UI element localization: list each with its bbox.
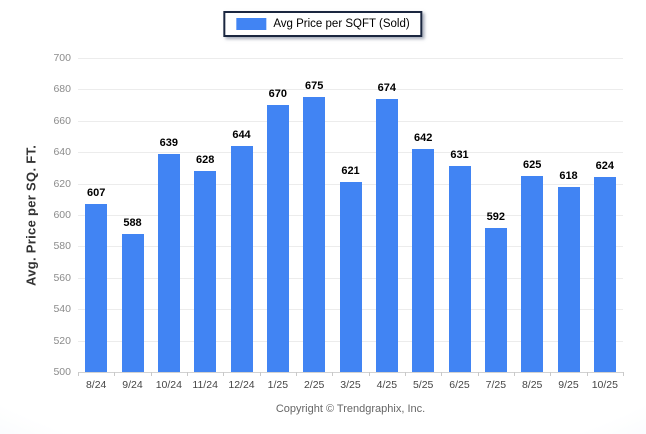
bar-value-label: 674 <box>377 81 397 94</box>
bar-value-label: 628 <box>195 154 215 167</box>
bar-value-label: 624 <box>595 160 615 173</box>
bar-value-label: 642 <box>413 132 433 145</box>
bar-value-label: 644 <box>232 128 251 141</box>
x-tick <box>586 372 588 376</box>
bar <box>121 233 144 372</box>
bar <box>448 166 471 372</box>
bar-value-label: 675 <box>304 80 324 93</box>
x-tick <box>623 372 624 376</box>
x-tick-label: 10/24 <box>155 379 182 391</box>
x-tick-label: 1/25 <box>267 379 289 391</box>
x-tick-label: 5/25 <box>412 379 434 391</box>
x-tick <box>150 372 152 376</box>
x-tick <box>78 372 79 376</box>
x-tick-label: 7/25 <box>485 379 507 391</box>
plot-area: 500 520 540 560 580 600 620 640 660 680 700 607 8/24… <box>53 52 624 391</box>
bar <box>230 145 253 372</box>
x-tick-label: 3/25 <box>340 379 361 391</box>
bar <box>339 182 362 372</box>
bar <box>484 227 507 372</box>
x-tick-label: 9/25 <box>558 379 579 391</box>
copyright-text: Copyright © Trendgraphix, Inc. <box>275 403 426 415</box>
x-tick <box>477 372 479 376</box>
bar-value-label: 670 <box>268 88 288 101</box>
x-tick-label: 9/24 <box>122 379 143 391</box>
legend-label: Avg Price per SQFT (Sold) <box>273 18 410 30</box>
y-tick-label: 560 <box>53 271 71 284</box>
gridline <box>78 58 623 59</box>
y-tick-label: 540 <box>53 303 71 316</box>
gridline <box>78 89 623 91</box>
y-tick-label: 620 <box>53 177 71 190</box>
y-tick-label: 580 <box>53 240 71 253</box>
y-tick-label: 700 <box>53 52 71 64</box>
legend-swatch <box>236 18 267 30</box>
x-tick-label: 8/25 <box>521 379 543 391</box>
bar-value-label: 607 <box>86 187 106 199</box>
bar <box>557 186 580 372</box>
x-tick <box>332 372 334 376</box>
bar-value-label: 621 <box>341 165 360 178</box>
x-tick-label: 12/24 <box>228 379 255 391</box>
x-tick <box>405 372 406 376</box>
y-tick-label: 500 <box>53 366 71 378</box>
x-tick <box>296 372 297 376</box>
bar-value-label: 639 <box>159 136 179 149</box>
x-tick <box>187 372 188 376</box>
x-tick-label: 2/25 <box>303 379 325 391</box>
bar <box>266 105 289 372</box>
gridline <box>78 120 623 122</box>
x-tick <box>114 372 116 376</box>
y-tick-label: 600 <box>53 209 71 221</box>
x-tick <box>223 372 225 376</box>
bar-value-label: 618 <box>559 169 578 182</box>
bar <box>157 153 180 372</box>
x-tick <box>514 372 515 376</box>
bar <box>303 97 326 372</box>
y-tick-label: 680 <box>53 83 71 96</box>
x-tick-label: 10/25 <box>591 379 618 391</box>
bar-value-label: 588 <box>123 216 142 229</box>
bar <box>593 177 616 372</box>
bar <box>412 149 435 372</box>
x-tick <box>441 372 443 376</box>
y-axis-title: Avg. Price per SQ. FT. <box>23 144 39 286</box>
y-tick-label: 660 <box>53 114 71 127</box>
x-tick-label: 8/24 <box>85 379 107 391</box>
x-tick <box>259 372 261 376</box>
gridline <box>78 152 623 154</box>
bar-value-label: 625 <box>522 158 542 171</box>
x-tick-label: 6/25 <box>449 379 470 391</box>
bar <box>85 204 108 372</box>
x-tick-label: 4/25 <box>376 379 398 391</box>
y-tick-label: 640 <box>53 146 71 159</box>
legend: Avg Price per SQFT (Sold) <box>223 11 423 37</box>
bar <box>194 171 217 372</box>
bar-value-label: 631 <box>450 149 469 162</box>
bar <box>375 98 398 372</box>
bar <box>521 175 544 372</box>
bar-value-label: 592 <box>486 210 506 223</box>
x-tick <box>550 372 552 376</box>
y-tick-label: 520 <box>53 334 71 347</box>
x-tick <box>368 372 370 376</box>
x-tick-label: 11/24 <box>192 379 218 391</box>
x-axis-line <box>78 372 623 373</box>
